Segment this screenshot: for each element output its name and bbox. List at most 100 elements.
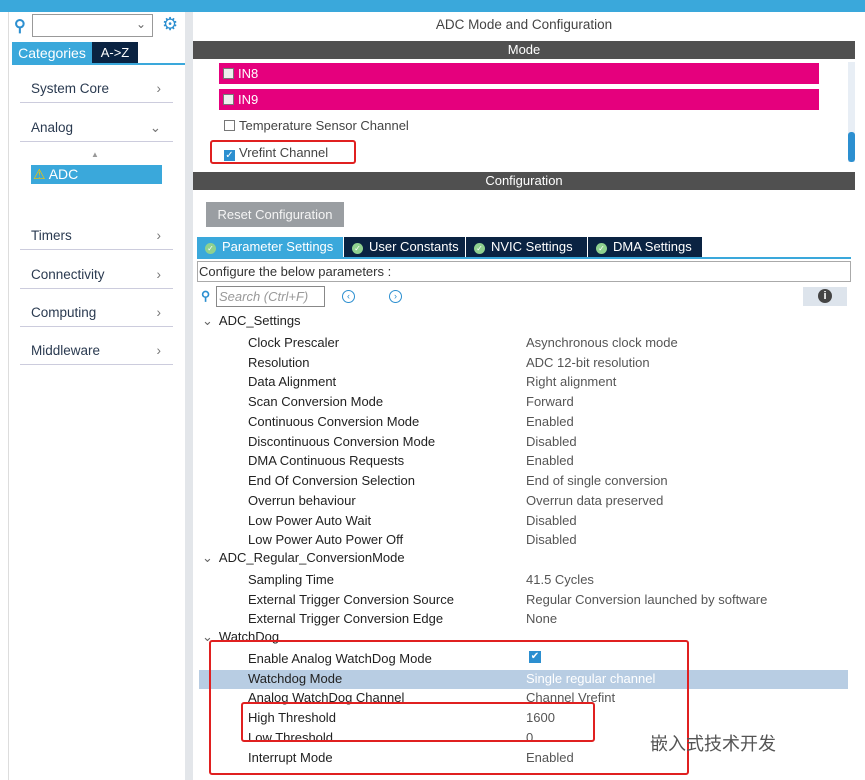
chevron-down-icon[interactable]: ⌄ <box>202 629 213 644</box>
reset-configuration-button[interactable]: Reset Configuration <box>206 202 344 227</box>
parameter-value[interactable]: ADC 12-bit resolution <box>526 354 650 370</box>
parameter-name: Sampling Time <box>248 571 334 587</box>
parameter-row[interactable]: External Trigger Conversion Edge None <box>199 610 848 629</box>
parameter-row[interactable]: Resolution ADC 12-bit resolution <box>199 354 848 373</box>
parameter-name: Resolution <box>248 354 310 370</box>
parameter-row[interactable]: Scan Conversion Mode Forward <box>199 393 848 412</box>
parameter-row[interactable]: Analog WatchDog Channel Channel Vrefint <box>199 689 848 708</box>
parameter-value[interactable]: Channel Vrefint <box>526 690 616 706</box>
parameter-row[interactable]: Overrun behaviour Overrun data preserved <box>199 492 848 511</box>
parameter-row[interactable]: High Threshold 1600 <box>199 709 848 728</box>
tab-label: DMA Settings <box>613 239 692 254</box>
parameter-name: End Of Conversion Selection <box>248 473 415 488</box>
mode-label: Vrefint Channel <box>239 145 329 160</box>
parameter-row[interactable]: External Trigger Conversion Source Regula… <box>199 591 848 610</box>
parameter-value[interactable]: Enabled <box>526 413 574 429</box>
category-search-input[interactable]: ⌄ <box>32 14 153 37</box>
parameter-value[interactable]: Forward <box>526 394 574 409</box>
mode-header: Mode <box>193 41 855 59</box>
mode-item-vrefint[interactable]: ✓ Vrefint Channel <box>224 145 328 161</box>
category-connectivity[interactable]: Connectivity › <box>20 261 173 289</box>
parameter-value[interactable]: Regular Conversion launched by software <box>526 591 768 607</box>
item-label: ADC <box>48 166 79 182</box>
mode-item-in9[interactable]: IN9 <box>219 89 819 110</box>
section-label: ADC_Regular_ConversionMode <box>218 550 405 565</box>
parameter-row[interactable]: Data Alignment Right alignment <box>199 373 848 392</box>
tab-underline <box>197 257 851 259</box>
previous-icon[interactable]: ‹ <box>342 290 355 303</box>
parameter-value[interactable]: Enabled <box>526 453 574 469</box>
section-header[interactable]: ⌄ ADC_Regular_ConversionMode <box>202 550 405 566</box>
parameter-row[interactable]: Low Power Auto Power Off Disabled <box>199 531 848 550</box>
parameter-row[interactable]: Sampling Time 41.5 Cycles <box>199 571 848 590</box>
tab-underline <box>12 63 185 65</box>
checkbox-checked[interactable]: ✔ <box>529 650 541 663</box>
parameter-name: Interrupt Mode <box>248 749 333 765</box>
parameter-value[interactable]: Enabled <box>526 749 574 765</box>
section-header[interactable]: ⌄ ADC_Settings <box>202 313 301 329</box>
info-icon: i <box>818 289 832 303</box>
search-icon[interactable]: ⚲ <box>14 18 26 35</box>
tab-user-constants[interactable]: ✓ User Constants <box>344 237 465 257</box>
parameter-search-input[interactable]: Search (Ctrl+F) <box>216 286 325 307</box>
category-system-core[interactable]: System Core › <box>20 75 173 103</box>
info-button[interactable]: i <box>803 287 847 306</box>
left-panel <box>8 12 185 780</box>
parameter-row[interactable]: Continuous Conversion Mode Enabled <box>199 413 848 432</box>
parameter-value[interactable]: Asynchronous clock mode <box>526 334 678 350</box>
tab-dma-settings[interactable]: ✓ DMA Settings <box>588 237 702 257</box>
page-title: ADC Mode and Configuration <box>435 17 613 32</box>
section-label: ADC_Settings <box>218 313 301 328</box>
parameter-value[interactable]: 0 <box>526 729 534 745</box>
parameter-row[interactable]: Low Power Auto Wait Disabled <box>199 512 848 531</box>
parameter-value[interactable]: Single regular channel <box>526 670 656 686</box>
parameter-value[interactable]: 1600 <box>526 710 555 725</box>
tab-nvic-settings[interactable]: ✓ NVIC Settings <box>466 237 587 257</box>
sidebar-item-adc[interactable]: ⚠ ADC <box>31 165 162 184</box>
parameter-value[interactable]: Overrun data preserved <box>526 492 664 508</box>
parameter-name: Clock Prescaler <box>248 334 340 350</box>
configure-text: Configure the below parameters : <box>197 261 851 282</box>
category-computing[interactable]: Computing › <box>20 299 173 327</box>
parameter-row[interactable]: DMA Continuous Requests Enabled <box>199 452 848 471</box>
parameter-name: DMA Continuous Requests <box>248 453 405 469</box>
parameter-row[interactable]: End Of Conversion Selection End of single… <box>199 472 848 491</box>
parameter-row[interactable]: Watchdog Mode Single regular channel <box>199 669 848 689</box>
scrollbar-thumb[interactable] <box>848 132 855 162</box>
category-analog[interactable]: Analog ⌄ <box>20 114 173 142</box>
parameter-row[interactable]: Discontinuous Conversion Mode Disabled <box>199 433 848 452</box>
category-middleware[interactable]: Middleware › <box>20 337 173 365</box>
parameter-value[interactable]: None <box>526 611 558 627</box>
parameter-name: Analog WatchDog Channel <box>248 690 405 706</box>
check-icon: ✓ <box>205 243 216 254</box>
tab-a-z[interactable]: A->Z <box>92 42 138 64</box>
mode-item-temperature[interactable]: Temperature Sensor Channel <box>224 118 409 133</box>
checkbox[interactable] <box>223 68 234 79</box>
sort-icon[interactable]: ▲ <box>91 150 99 159</box>
parameter-row[interactable]: Interrupt Mode Enabled <box>199 749 848 768</box>
chevron-down-icon[interactable]: ⌄ <box>202 313 213 328</box>
tab-categories[interactable]: Categories <box>12 42 92 64</box>
checkbox-checked[interactable]: ✓ <box>224 150 235 161</box>
parameter-row[interactable]: Enable Analog WatchDog Mode ✔ <box>199 650 848 669</box>
mode-item-in8[interactable]: IN8 <box>219 63 819 84</box>
category-timers[interactable]: Timers › <box>20 222 173 250</box>
parameter-value[interactable]: Disabled <box>526 433 577 449</box>
mode-scrollbar[interactable] <box>848 62 855 162</box>
parameter-name: Low Power Auto Power Off <box>248 532 404 548</box>
next-icon[interactable]: › <box>389 290 402 303</box>
tab-parameter-settings[interactable]: ✓ Parameter Settings <box>197 237 343 257</box>
checkbox[interactable] <box>224 120 235 131</box>
parameter-value[interactable]: End of single conversion <box>526 473 668 488</box>
parameter-value[interactable]: Disabled <box>526 512 577 528</box>
parameter-value[interactable]: Disabled <box>526 532 577 548</box>
parameter-value[interactable]: 41.5 Cycles <box>526 571 594 587</box>
parameter-value[interactable]: Right alignment <box>526 374 617 390</box>
warning-icon: ⚠ <box>33 166 46 182</box>
parameter-row[interactable]: Clock Prescaler Asynchronous clock mode <box>199 334 848 353</box>
panel-splitter[interactable] <box>185 12 193 780</box>
chevron-down-icon[interactable]: ⌄ <box>202 550 213 565</box>
checkbox[interactable] <box>223 94 234 105</box>
chevron-down-icon[interactable]: ⌄ <box>135 17 146 31</box>
gear-icon[interactable]: ⚙ <box>162 14 179 34</box>
